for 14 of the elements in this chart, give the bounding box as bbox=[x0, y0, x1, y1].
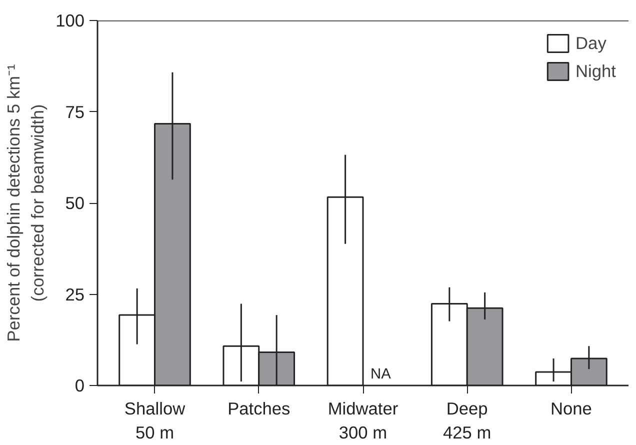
x-tick-label: Midwater 300 m bbox=[328, 398, 398, 442]
x-tick-label: Deep 425 m bbox=[443, 398, 492, 442]
y-tick-label: 0 bbox=[74, 376, 85, 396]
legend-label: Night bbox=[576, 60, 616, 82]
x-tick-label: Patches bbox=[228, 398, 291, 418]
y-tick-label: 25 bbox=[65, 284, 85, 304]
y-tick-label: 100 bbox=[56, 10, 85, 30]
annotation: NA bbox=[370, 366, 392, 382]
legend-label: Day bbox=[576, 32, 606, 54]
y-tick-label: 50 bbox=[65, 193, 85, 213]
x-tick-label: None bbox=[550, 398, 592, 418]
y-axis-title: Percent of dolphin detections 5 km⁻¹ (corrected for beamwidth) bbox=[4, 64, 48, 342]
x-tick-label: Shallow 50 m bbox=[124, 398, 186, 442]
y-tick-label: 75 bbox=[65, 102, 85, 122]
